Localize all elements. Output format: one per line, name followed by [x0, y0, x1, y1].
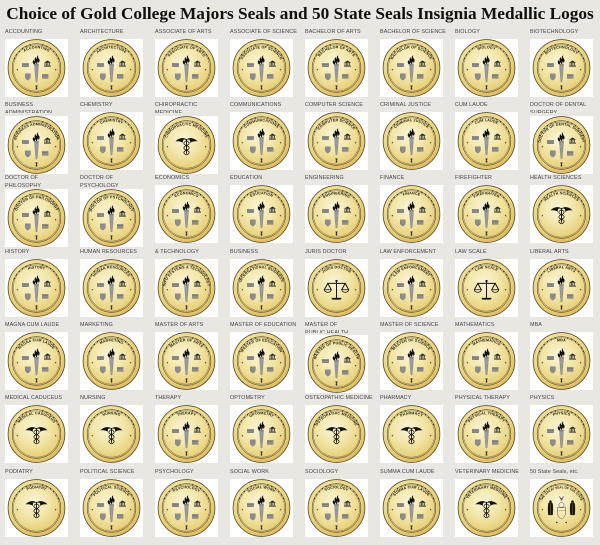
svg-text:MBA: MBA: [557, 338, 567, 342]
